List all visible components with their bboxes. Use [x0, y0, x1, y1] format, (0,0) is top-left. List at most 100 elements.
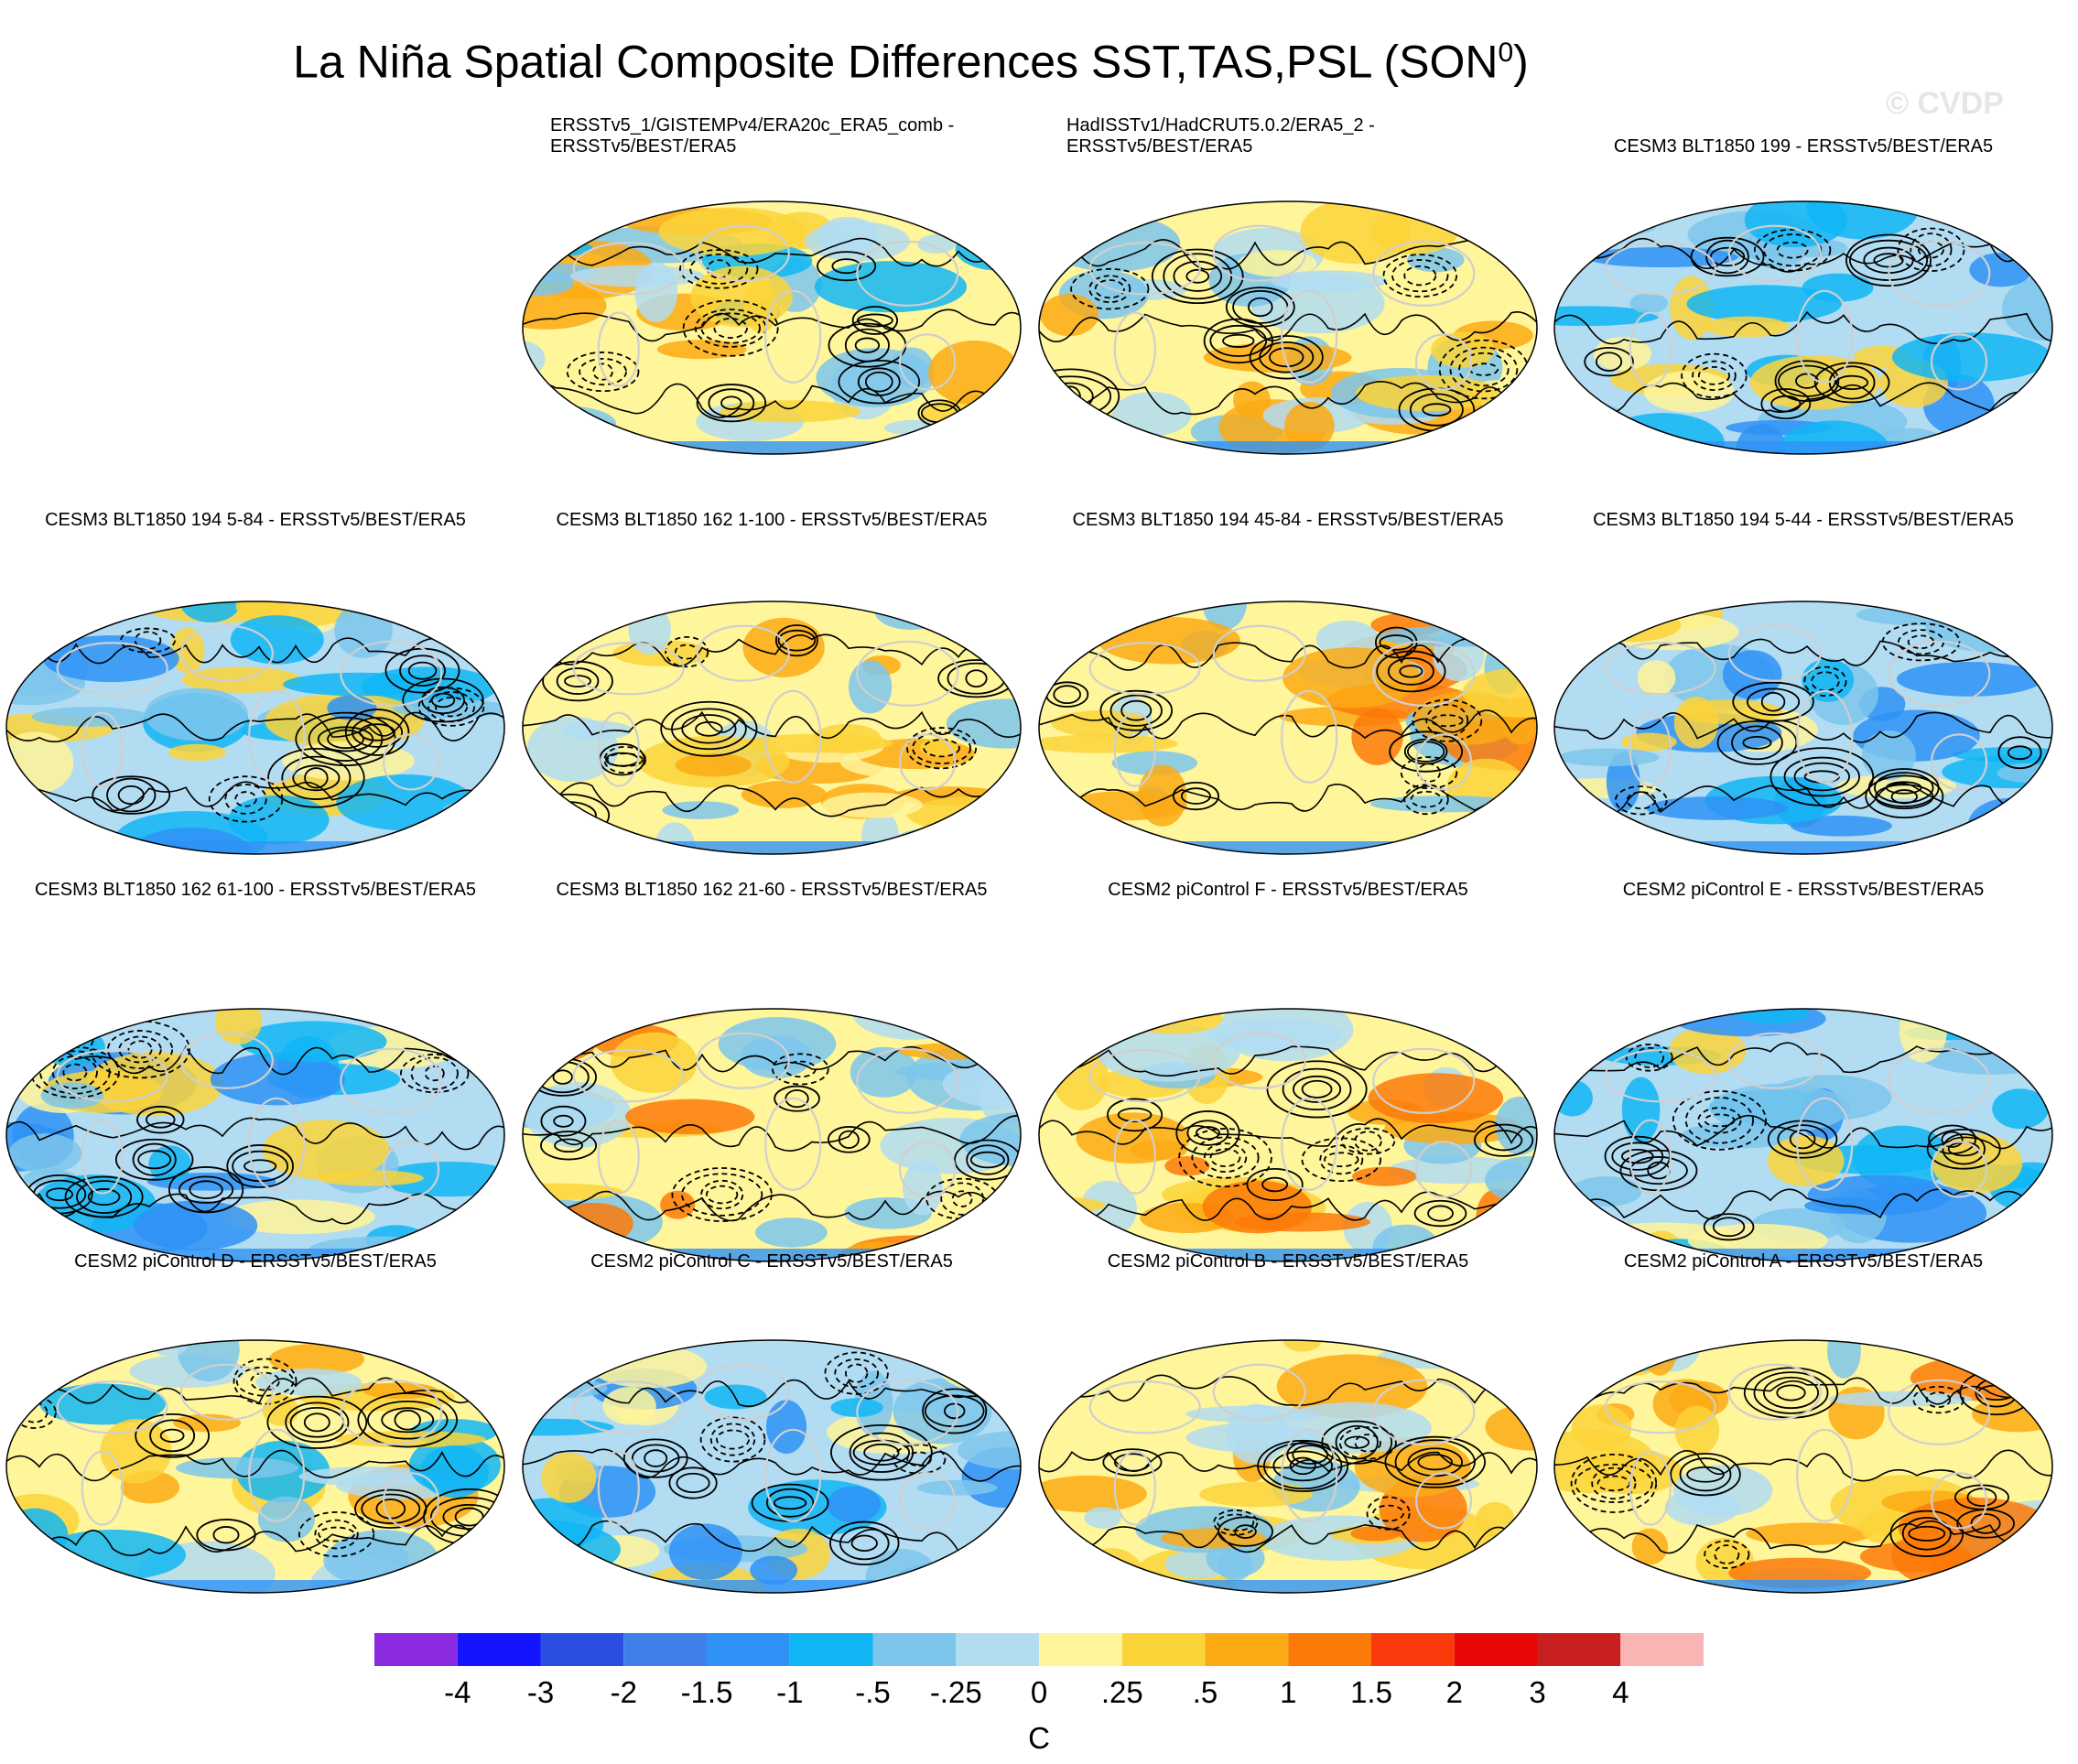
- anomaly-patch: [1744, 201, 1848, 248]
- colorbar-tick-label: -.25: [929, 1675, 982, 1709]
- anomaly-patch: [1827, 1340, 1861, 1379]
- anomaly-patch: [1276, 1354, 1428, 1419]
- anomaly-patch: [283, 672, 438, 697]
- psl-contour: [1107, 1098, 1163, 1132]
- psl-zero-contour: [1554, 382, 2052, 415]
- psl-contour: [1249, 335, 1324, 380]
- colorbar-box: [1454, 1633, 1538, 1666]
- anomaly-patch: [1722, 650, 1782, 699]
- psl-contour: [1324, 1152, 1359, 1168]
- psl-contour: [679, 249, 759, 289]
- colorbar: [374, 1633, 1704, 1666]
- psl-contour: [1248, 297, 1273, 318]
- anomaly-patch: [2002, 276, 2052, 341]
- anomaly-patch: [937, 1340, 1021, 1391]
- continent-outline: [1372, 240, 1476, 307]
- panel-title: ERSSTv5_1/GISTEMPv4/ERA20c_ERA5_comb - ER…: [550, 115, 954, 157]
- psl-zero-contour: [1039, 709, 1537, 740]
- anomaly-patch: [893, 1378, 992, 1445]
- continent-outline: [1281, 1097, 1338, 1191]
- continent-outline: [1796, 1428, 1854, 1522]
- colorbar-box: [1620, 1633, 1704, 1666]
- psl-contour: [864, 371, 893, 393]
- continent-outline: [898, 733, 957, 791]
- psl-contour: [1099, 689, 1173, 731]
- psl-zero-contour: [523, 782, 1021, 817]
- psl-contour: [844, 328, 890, 363]
- continent-outline: [382, 1472, 440, 1530]
- map-border: [522, 601, 1022, 855]
- colorbar-tick-label: 2: [1445, 1675, 1463, 1709]
- anomaly-patch: [458, 1344, 504, 1395]
- psl-contour: [1094, 279, 1125, 299]
- psl-contour: [106, 777, 157, 813]
- continent-outline: [340, 640, 443, 707]
- psl-contour: [1672, 1090, 1767, 1151]
- panel-title-line: CESM2 piControl F - ERSSTv5/BEST/ERA5: [1108, 880, 1468, 900]
- psl-contour: [668, 1466, 718, 1499]
- psl-contour: [556, 667, 600, 695]
- continent-outline: [179, 1032, 274, 1089]
- psl-contour: [713, 318, 748, 339]
- continent-outline: [56, 642, 168, 696]
- psl-contour: [1120, 699, 1153, 721]
- anomaly-patch: [169, 627, 205, 674]
- psl-contour: [1391, 259, 1449, 293]
- anomaly-patch: [1621, 1077, 1661, 1143]
- anomaly-patch: [628, 605, 671, 655]
- psl-zero-contour: [523, 1190, 1021, 1223]
- psl-zero-contour: [1039, 381, 1537, 416]
- psl-contour: [682, 299, 779, 357]
- psl-contour: [1835, 374, 1869, 390]
- psl-contour: [1246, 1167, 1304, 1202]
- anomaly-patch: [1085, 201, 1180, 217]
- psl-zero-contour: [523, 383, 1021, 418]
- global-map: [1038, 601, 1538, 855]
- anomaly-patch: [690, 265, 793, 328]
- psl-zero-contour: [1554, 638, 2052, 670]
- map-border: [1553, 601, 2053, 855]
- anomaly-patch: [1063, 1351, 1097, 1377]
- anomaly-patch: [1643, 371, 1735, 413]
- continent-outline: [1930, 333, 1988, 391]
- psl-contour: [361, 1493, 421, 1524]
- psl-contour: [1196, 1126, 1220, 1141]
- psl-contour: [1117, 1107, 1153, 1122]
- antarctic-band: [6, 841, 504, 854]
- anomaly-patch: [1554, 804, 1578, 837]
- anomaly-patch: [1476, 1188, 1519, 1245]
- continent-outline: [856, 1379, 959, 1445]
- panel-title: CESM2 piControl C - ERSSTv5/BEST/ERA5: [506, 1251, 1037, 1272]
- psl-contour: [87, 1188, 121, 1207]
- psl-contour: [1387, 656, 1434, 686]
- psl-zero-contour: [523, 710, 1021, 739]
- continent-outline: [597, 1119, 640, 1195]
- psl-contour: [689, 253, 749, 285]
- anomaly-patch: [1891, 332, 2052, 382]
- anomaly-patch: [551, 667, 688, 700]
- psl-contour: [1410, 790, 1443, 808]
- psl-contour: [1813, 362, 1890, 404]
- psl-contour: [709, 1423, 756, 1456]
- panel-title: CESM2 piControl E - ERSSTv5/BEST/ERA5: [1538, 880, 2069, 901]
- psl-contour: [824, 1351, 889, 1395]
- anomaly-patch: [1629, 293, 1668, 314]
- psl-contour: [1865, 774, 1944, 819]
- colorbar-box: [374, 1633, 458, 1666]
- psl-zero-contour: [6, 1377, 504, 1404]
- anomaly-patch: [1593, 336, 1652, 371]
- colorbar-tick-label: 1: [1280, 1675, 1297, 1709]
- colorbar-box: [540, 1633, 624, 1666]
- map-border: [1553, 1339, 2053, 1594]
- anomaly-patch: [814, 261, 968, 313]
- anomaly-patch: [611, 1032, 698, 1093]
- anomaly-patch: [1554, 1210, 1587, 1227]
- psl-contour: [1266, 1060, 1368, 1119]
- psl-zero-contour: [523, 633, 1021, 667]
- continent-outline: [1212, 1363, 1306, 1421]
- continent-outline: [856, 640, 959, 707]
- psl-contour: [1997, 736, 2042, 770]
- continent-outline: [1888, 640, 1991, 707]
- psl-contour: [1591, 1466, 1637, 1500]
- global-map: [1553, 200, 2053, 455]
